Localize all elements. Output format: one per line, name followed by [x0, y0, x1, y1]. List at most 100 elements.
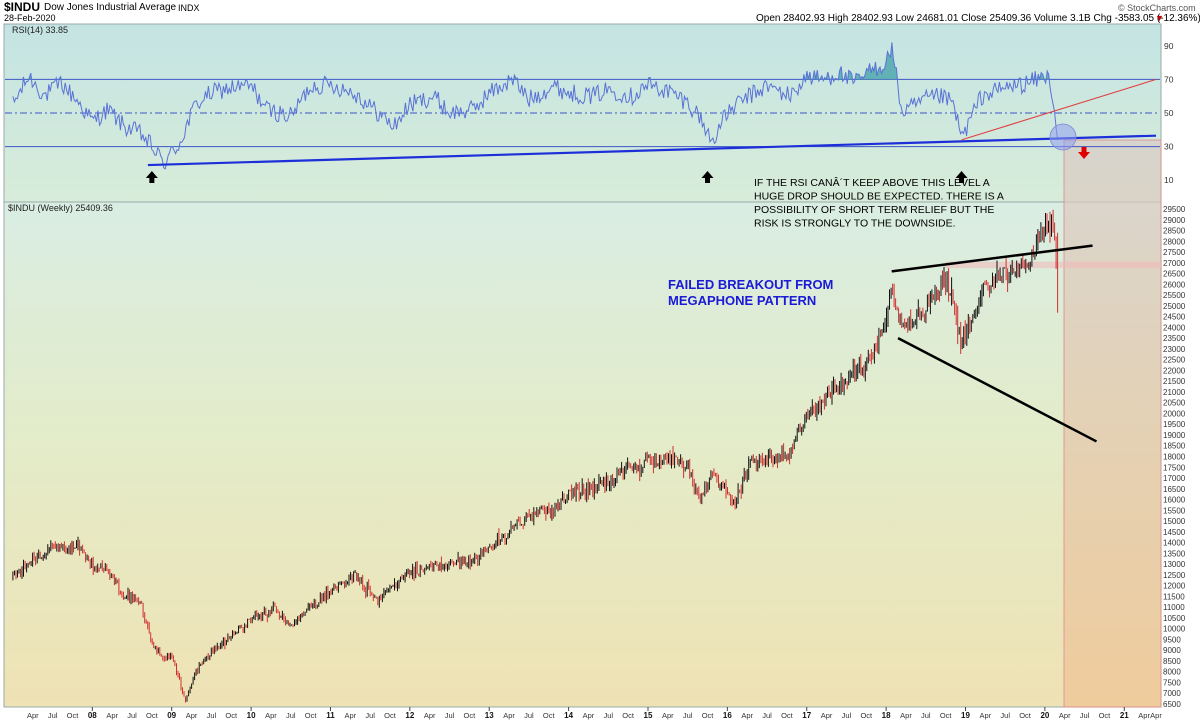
month-label-0: Apr	[27, 711, 39, 720]
month-label-26: Oct	[702, 711, 715, 720]
price-tick-20500: 20500	[1163, 399, 1186, 408]
month-label-39: Apr	[1059, 711, 1071, 720]
resistance-band	[945, 261, 1161, 269]
month-label-1: Jul	[48, 711, 58, 720]
price-tick-27000: 27000	[1163, 259, 1186, 268]
month-label-36: Apr	[980, 711, 992, 720]
megaphone-lower-line	[897, 337, 1098, 443]
month-label-13: Jul	[365, 711, 375, 720]
annotation-layer: IF THE RSI CANÂ´T KEEP ABOVE THIS LEVEL …	[668, 176, 1004, 308]
price-tick-26000: 26000	[1163, 280, 1186, 289]
month-label-15: Apr	[424, 711, 436, 720]
month-label-7: Jul	[207, 711, 217, 720]
price-tick-11000: 11000	[1163, 603, 1185, 612]
month-label-16: Jul	[445, 711, 455, 720]
month-label-23: Oct	[622, 711, 635, 720]
month-label-22: Jul	[604, 711, 614, 720]
month-label-37: Jul	[1000, 711, 1010, 720]
forecast-shaded-zone	[1063, 139, 1162, 708]
month-label-29: Oct	[781, 711, 794, 720]
rsi-tick-30: 30	[1164, 142, 1174, 152]
month-label-31: Jul	[842, 711, 852, 720]
month-label-27: Apr	[741, 711, 753, 720]
price-tick-20000: 20000	[1163, 409, 1186, 418]
price-tick-7000: 7000	[1163, 689, 1181, 698]
month-label-12: Apr	[344, 711, 356, 720]
year-label-13: 13	[485, 711, 494, 720]
month-label-21: Apr	[583, 711, 595, 720]
up-arrow-icon-2	[701, 171, 714, 183]
year-label-10: 10	[247, 711, 256, 720]
rsi-highlight-circle	[1049, 123, 1077, 151]
month-label-25: Jul	[683, 711, 693, 720]
month-label-11: Oct	[305, 711, 318, 720]
price-tick-25000: 25000	[1163, 302, 1186, 311]
up-arrow-icon-3	[955, 171, 968, 183]
year-label-19: 19	[961, 711, 970, 720]
price-tick-29500: 29500	[1163, 205, 1186, 214]
price-tick-21500: 21500	[1163, 377, 1186, 386]
rsi-panel	[3, 23, 1162, 203]
price-tick-23000: 23000	[1163, 345, 1186, 354]
rsi-note-line-2: HUGE DROP SHOULD BE EXPECTED. THERE IS A	[754, 191, 1004, 203]
exchange-label: INDX	[178, 3, 200, 13]
price-tick-28000: 28000	[1163, 237, 1186, 246]
price-tick-18000: 18000	[1163, 453, 1186, 462]
price-panel-label: $INDU (Weekly) 25409.36	[8, 203, 113, 213]
price-tick-9000: 9000	[1163, 646, 1181, 655]
year-label-17: 17	[802, 711, 811, 720]
price-tick-8000: 8000	[1163, 668, 1181, 677]
year-label-08: 08	[88, 711, 97, 720]
year-label-11: 11	[326, 711, 335, 720]
month-label-14: Oct	[384, 711, 397, 720]
year-label-16: 16	[723, 711, 732, 720]
price-tick-13500: 13500	[1163, 549, 1186, 558]
price-tick-10500: 10500	[1163, 614, 1186, 623]
rsi-series-line	[12, 42, 1059, 170]
triangle-down-icon: ▼	[1155, 13, 1164, 23]
price-layer: $INDU (Weekly) 25409.36	[8, 203, 1161, 703]
price-tick-14000: 14000	[1163, 539, 1186, 548]
rsi-note-line-1: IF THE RSI CANÂ´T KEEP ABOVE THIS LEVEL …	[754, 176, 990, 189]
stockcharts-watermark: © StockCharts.com	[1118, 3, 1196, 13]
month-label-18: Apr	[503, 711, 515, 720]
up-arrow-icon-1	[145, 171, 158, 183]
price-tick-23500: 23500	[1163, 334, 1186, 343]
year-label-18: 18	[882, 711, 891, 720]
pattern-note-line-1: FAILED BREAKOUT FROM	[668, 277, 833, 292]
month-label-19: Jul	[524, 711, 534, 720]
price-tick-18500: 18500	[1163, 442, 1186, 451]
month-label-2: Oct	[67, 711, 80, 720]
chart-header: $INDU Dow Jones Industrial Average INDX …	[0, 0, 1200, 24]
price-tick-15500: 15500	[1163, 506, 1186, 515]
price-tick-24500: 24500	[1163, 313, 1186, 322]
month-label-41: Oct	[1099, 711, 1112, 720]
month-label-32: Oct	[860, 711, 873, 720]
month-label-42: Apr	[1138, 711, 1150, 720]
month-label-20: Oct	[543, 711, 556, 720]
price-tick-25500: 25500	[1163, 291, 1186, 300]
price-tick-17500: 17500	[1163, 463, 1186, 472]
year-label-20: 20	[1040, 711, 1049, 720]
month-label-9: Apr	[265, 711, 277, 720]
price-tick-6500: 6500	[1163, 700, 1181, 709]
rsi-label: RSI(14) 33.85	[12, 25, 68, 35]
rsi-note-line-3: POSSIBILITY OF SHORT TERM RELIEF BUT THE	[754, 204, 994, 216]
price-tick-7500: 7500	[1163, 678, 1181, 687]
month-label-8: Oct	[225, 711, 238, 720]
chart-date: 28-Feb-2020	[4, 13, 56, 23]
month-label-33: Apr	[900, 711, 912, 720]
price-tick-29000: 29000	[1163, 216, 1186, 225]
rsi-note-line-4: RISK IS STRONGLY TO THE DOWNSIDE.	[754, 218, 955, 230]
price-tick-12000: 12000	[1163, 582, 1186, 591]
down-arrow-icon	[1078, 147, 1090, 159]
month-label-24: Apr	[662, 711, 674, 720]
megaphone-upper-line	[891, 244, 1093, 273]
month-label-last: Apr	[1150, 711, 1162, 720]
year-label-21: 21	[1120, 711, 1129, 720]
month-label-38: Oct	[1019, 711, 1032, 720]
price-tick-14500: 14500	[1163, 528, 1186, 537]
rsi-tick-70: 70	[1164, 74, 1174, 84]
price-tick-13000: 13000	[1163, 560, 1186, 569]
